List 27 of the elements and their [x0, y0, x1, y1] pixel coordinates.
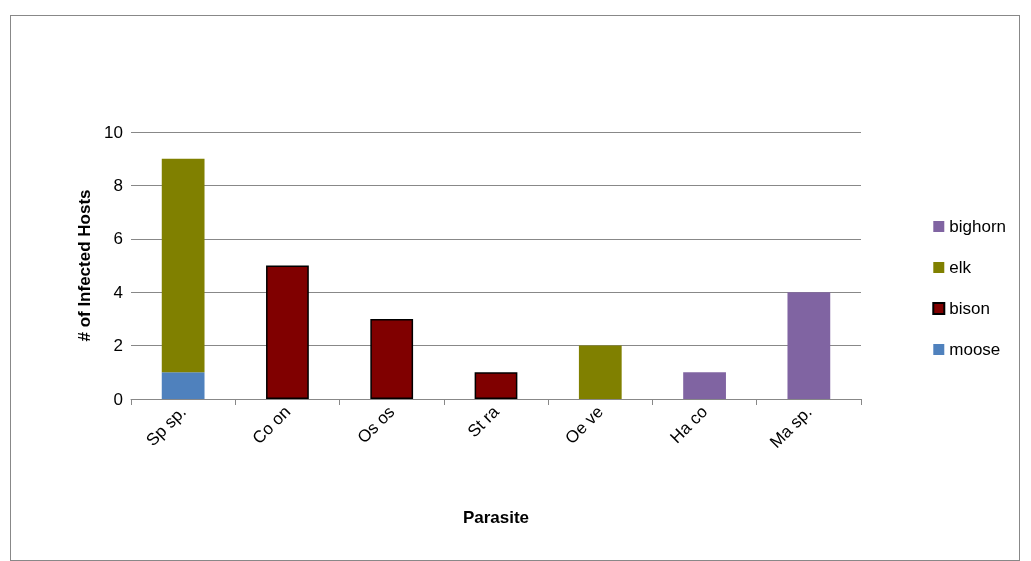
legend-label: bison [949, 299, 990, 318]
x-tick-label: Oe ve [561, 402, 607, 448]
bar [578, 345, 622, 399]
x-tick-label: Os os [353, 402, 399, 448]
bar [161, 372, 205, 399]
bar [683, 372, 726, 399]
bar [474, 372, 518, 399]
bar [787, 292, 831, 399]
legend-label: elk [949, 258, 972, 277]
x-tick-label: Ha co [666, 402, 712, 448]
bar [370, 318, 414, 399]
y-tick-label: 10 [104, 122, 123, 142]
y-tick-label: 4 [113, 282, 123, 302]
x-tick-label: Co on [248, 402, 295, 448]
x-axis-title: Parasite [462, 508, 530, 527]
x-tick-label: Sp sp. [142, 402, 190, 450]
y-tick-label: 2 [113, 336, 123, 356]
y-tick-label: 0 [113, 389, 123, 409]
legend-label: moose [949, 340, 1001, 359]
bar [161, 158, 205, 373]
x-tick-label: Ma sp. [766, 402, 816, 452]
bar [266, 265, 309, 399]
legend-label: bighorn [949, 217, 1007, 236]
x-tick-label: St ra [463, 401, 504, 442]
y-axis-title: # of Infected Hosts [75, 189, 94, 342]
y-tick-label: 6 [113, 229, 123, 249]
y-tick-label: 8 [113, 175, 123, 195]
